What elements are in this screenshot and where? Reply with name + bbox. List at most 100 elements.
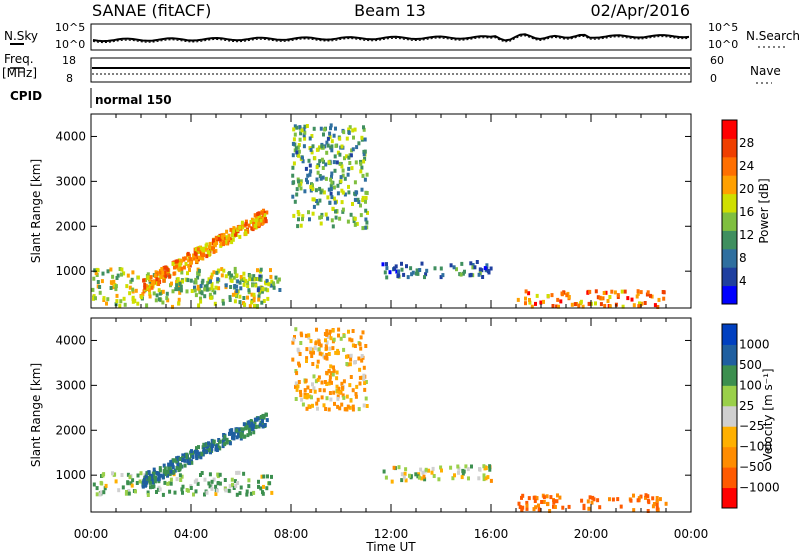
heatmap-cell (266, 474, 269, 479)
heatmap-cell (325, 140, 329, 145)
heatmap-cell (233, 479, 237, 484)
heatmap-cell (453, 473, 456, 478)
heatmap-cell (308, 394, 312, 399)
colorbar-swatch (722, 285, 737, 305)
heatmap-cell (218, 481, 222, 486)
heatmap-cell (114, 284, 118, 289)
heatmap-cell (310, 150, 314, 155)
heatmap-cell (359, 203, 362, 208)
heatmap-cell (320, 212, 324, 217)
colorbar-tick-label: 1000 (739, 337, 770, 351)
heatmap-cell (240, 277, 243, 282)
colorbar-swatch (722, 487, 737, 509)
heatmap-cell (153, 470, 157, 474)
heatmap-cell (152, 484, 156, 489)
heatmap-cell (461, 468, 465, 473)
colorbar-tick-label: 4 (739, 274, 747, 288)
heatmap-cell (467, 476, 470, 481)
heatmap-cell (270, 474, 273, 479)
heatmap-cell (210, 272, 214, 277)
heatmap-cell (311, 144, 315, 149)
cpid-value: normal 150 (95, 93, 172, 107)
heatmap-cell (364, 208, 368, 213)
heatmap-cell (334, 143, 338, 148)
heatmap-cell (207, 481, 211, 486)
heatmap-cell (362, 377, 366, 382)
heatmap-cell (308, 217, 311, 222)
heatmap-cell (364, 190, 368, 195)
heatmap-cell (98, 290, 102, 295)
heatmap-cell (325, 353, 329, 357)
heatmap-cell (191, 450, 195, 455)
heatmap-cell (235, 435, 239, 440)
heatmap-cell (352, 135, 355, 140)
heatmap-cell (258, 277, 262, 282)
heatmap-cell (272, 285, 276, 290)
heatmap-cell (316, 397, 320, 402)
heatmap-cell (390, 479, 394, 484)
heatmap-cell (226, 240, 230, 245)
station-title: SANAE (fitACF) (92, 1, 211, 20)
heatmap-cell (320, 352, 324, 357)
heatmap-cell (336, 396, 340, 401)
heatmap-cell (205, 247, 208, 252)
heatmap-cell (354, 160, 358, 165)
heatmap-cell (439, 275, 443, 280)
heatmap-cell (248, 274, 252, 279)
heatmap-cell (313, 156, 317, 161)
heatmap-cell (148, 476, 152, 481)
heatmap-cell (400, 267, 404, 272)
heatmap-cell (636, 498, 640, 503)
heatmap-cell (363, 149, 367, 154)
heatmap-cell (644, 493, 648, 498)
heatmap-cell (334, 209, 337, 214)
heatmap-cell (250, 292, 254, 297)
heatmap-cell (482, 464, 486, 469)
heatmap-cell (303, 388, 307, 393)
heatmap-cell (237, 433, 241, 438)
heatmap-cell (320, 157, 324, 162)
heatmap-cell (208, 442, 212, 447)
heatmap-cell (291, 357, 295, 362)
heatmap-cell (291, 173, 295, 178)
heatmap-cell (524, 296, 527, 301)
heatmap-cell (333, 401, 336, 406)
heatmap-cell (192, 492, 195, 497)
x-tick-label: 08:00 (274, 527, 309, 541)
heatmap-cell (309, 389, 313, 393)
heatmap-cell (116, 273, 120, 278)
heatmap-cell (649, 293, 652, 298)
heatmap-cell (603, 304, 607, 308)
heatmap-cell (252, 298, 256, 303)
heatmap-cell (558, 495, 562, 500)
heatmap-cell (215, 488, 219, 493)
heatmap-cell (218, 439, 222, 444)
heatmap-cell (164, 274, 168, 279)
heatmap-cell (291, 141, 295, 146)
heatmap-cell (363, 387, 367, 392)
heatmap-cell (212, 249, 216, 254)
heatmap-cell (230, 233, 234, 238)
heatmap-cell (242, 271, 246, 276)
heatmap-cell (269, 274, 273, 279)
heatmap-cell (488, 464, 492, 469)
heatmap-cell (148, 294, 152, 299)
heatmap-cell (213, 242, 216, 247)
heatmap-cell (160, 275, 164, 279)
heatmap-cell (177, 287, 181, 292)
heatmap-cell (297, 349, 301, 354)
heatmap-cell (235, 492, 239, 497)
heatmap-cell (194, 293, 198, 298)
heatmap-cell (168, 466, 172, 471)
heatmap-cell (233, 229, 237, 234)
heatmap-cell (353, 360, 357, 365)
heatmap-cell (365, 404, 369, 408)
heatmap-cell (205, 284, 209, 289)
date-title: 02/Apr/2016 (590, 1, 690, 20)
heatmap-cell (227, 236, 231, 241)
heatmap-cell (190, 460, 194, 465)
heatmap-cell (639, 494, 643, 499)
heatmap-cell (178, 467, 182, 472)
heatmap-cell (345, 362, 349, 366)
heatmap-cell (320, 144, 324, 149)
